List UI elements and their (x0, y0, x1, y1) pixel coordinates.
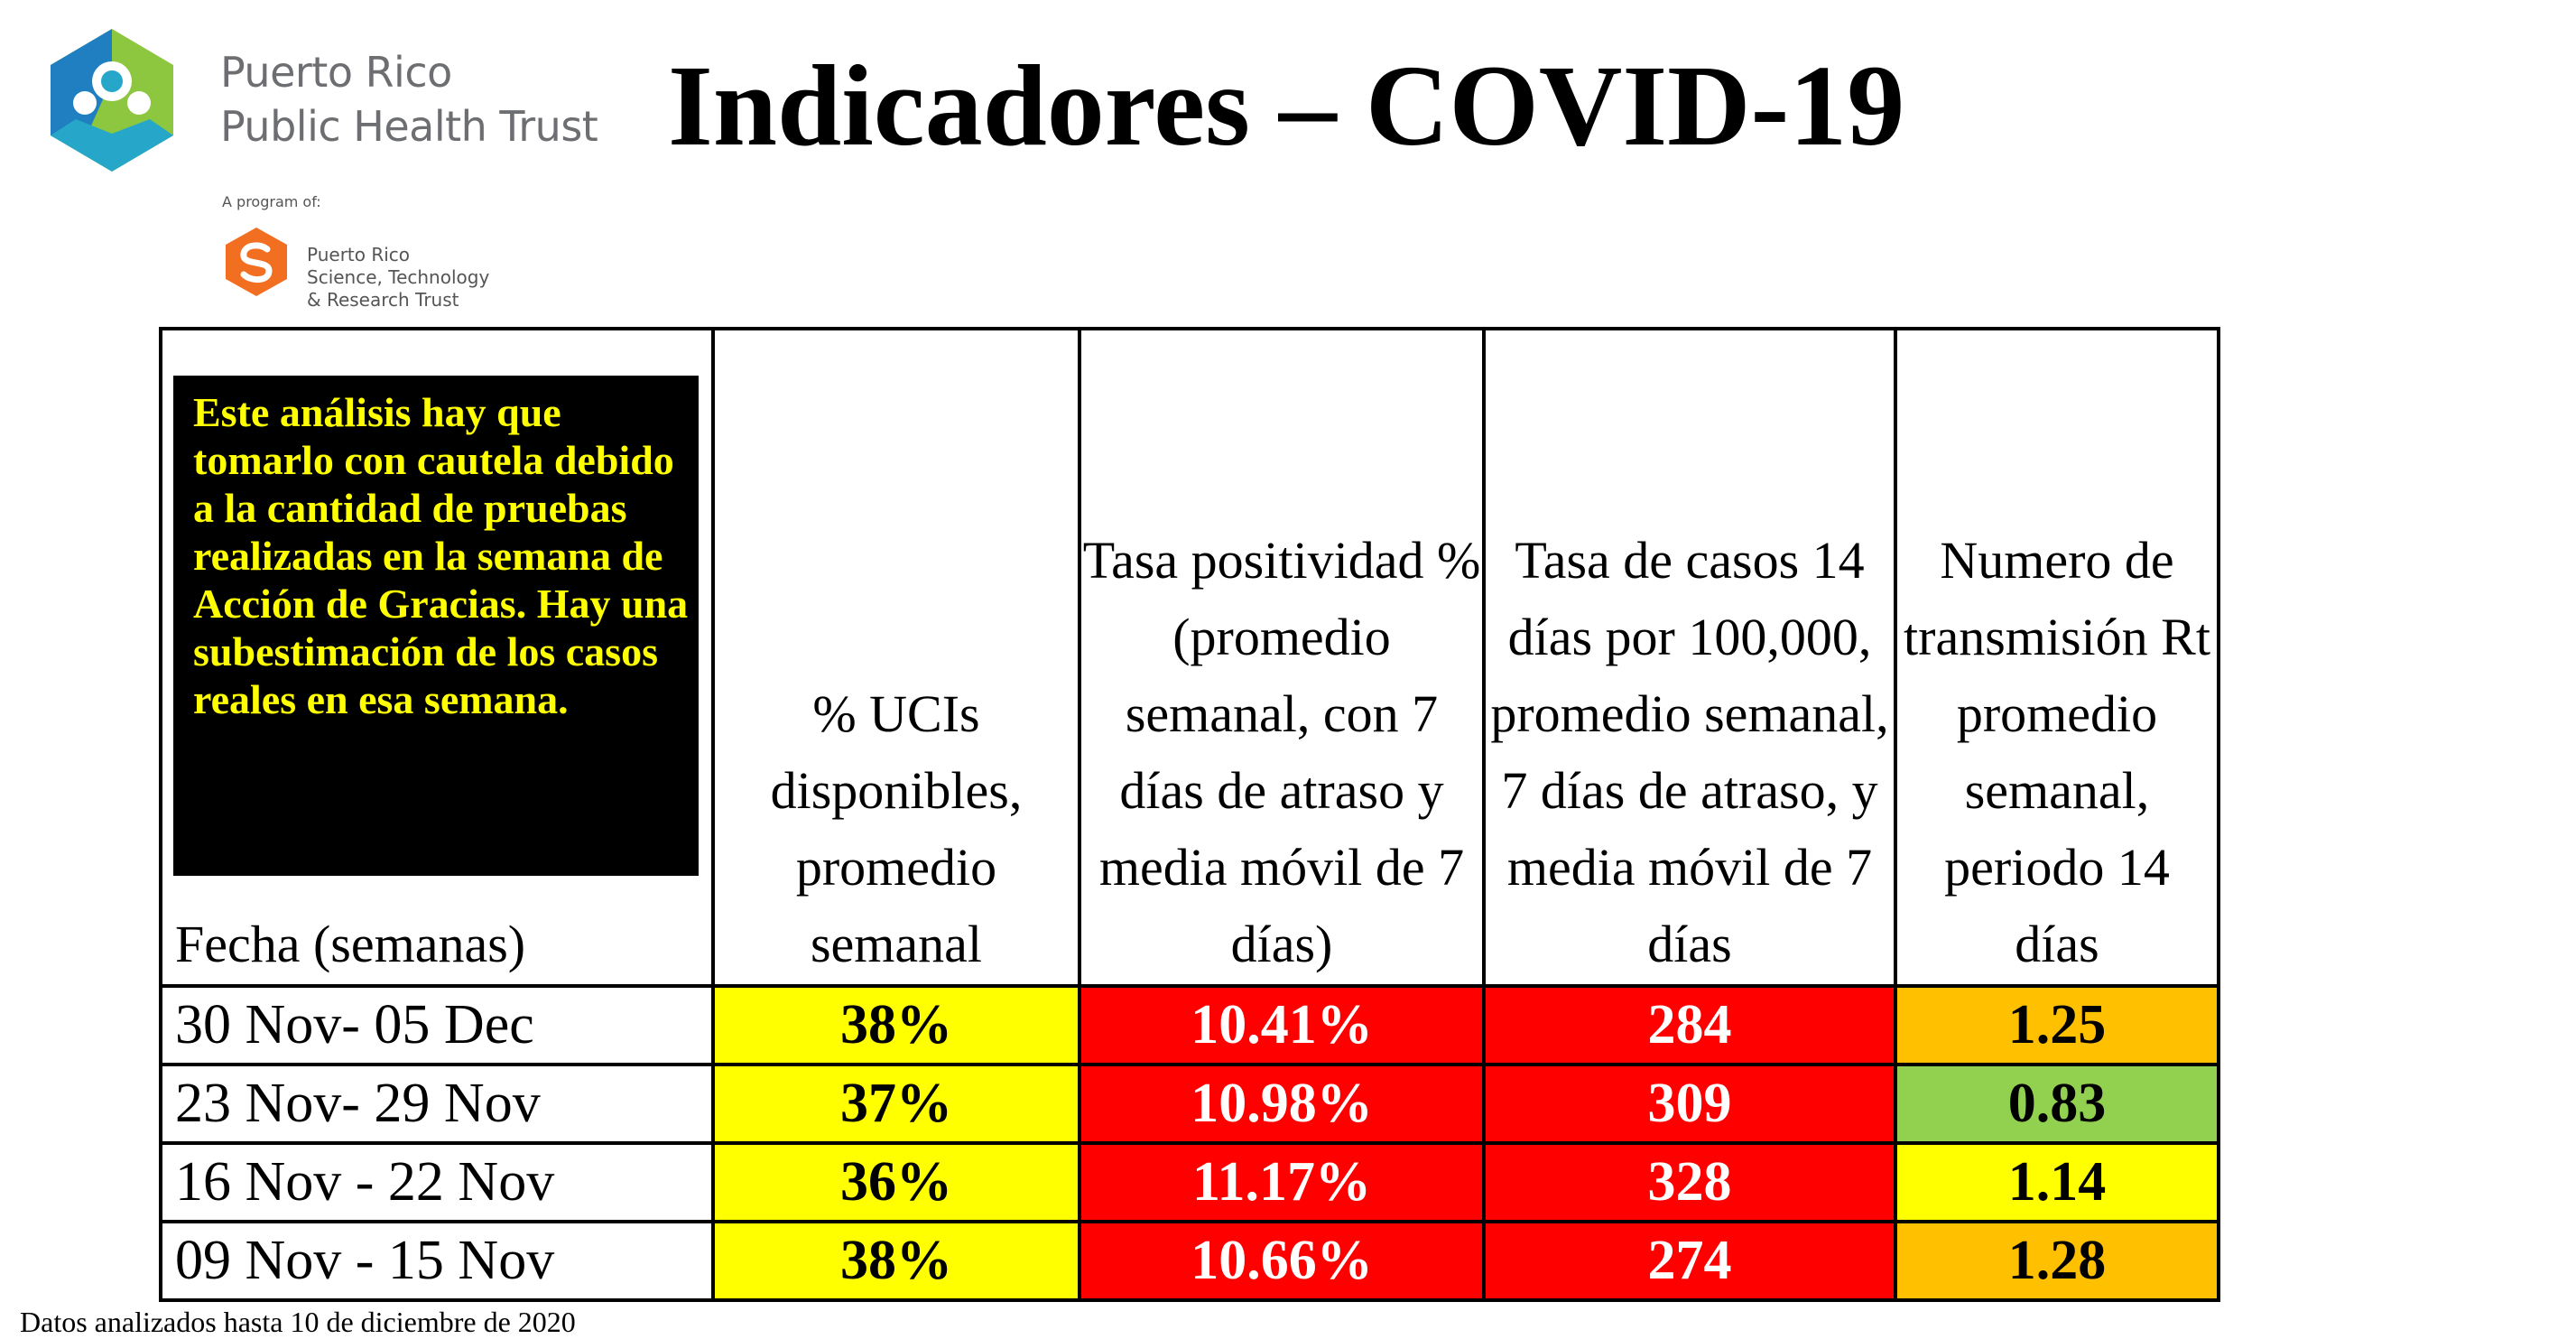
row-rt: 0.83 (1894, 1063, 2220, 1145)
header-casos: Tasa de casos 14 días por 100,000, prome… (1482, 327, 1897, 988)
header-positividad: Tasa positividad % (promedio semanal, co… (1078, 327, 1486, 988)
row-date: 30 Nov- 05 Dec (159, 984, 715, 1066)
sub-org-name: Puerto Rico Science, Technology & Resear… (307, 244, 489, 312)
org-name: Puerto Rico Public Health Trust (220, 45, 598, 153)
row-uci: 38% (711, 984, 1081, 1066)
row-uci: 36% (711, 1141, 1081, 1223)
table-header-row: Este análisis hay que tomarlo con cautel… (159, 327, 2220, 988)
page-title: Indicadores – COVID-19 (668, 42, 1905, 170)
row-positividad: 11.17% (1078, 1141, 1486, 1223)
row-rt: 1.25 (1894, 984, 2220, 1066)
row-casos: 274 (1482, 1220, 1897, 1302)
org-name-line2: Public Health Trust (220, 102, 598, 151)
sub-org-line1: Puerto Rico (307, 244, 411, 265)
row-rt: 1.14 (1894, 1141, 2220, 1223)
header-fecha: Fecha (semanas) (175, 915, 526, 973)
table-row: 09 Nov - 15 Nov 38% 10.66% 274 1.28 (159, 1220, 2220, 1302)
table-row: 16 Nov - 22 Nov 36% 11.17% 328 1.14 (159, 1141, 2220, 1223)
sub-org-line2: Science, Technology (307, 266, 490, 288)
header-uci: % UCIs disponibles, promedio semanal (711, 327, 1081, 988)
indicators-table: Este análisis hay que tomarlo con cautel… (159, 327, 2220, 1302)
pr-public-health-trust-logo-icon (51, 29, 173, 172)
table-row: 23 Nov- 29 Nov 37% 10.98% 309 0.83 (159, 1063, 2220, 1145)
row-casos: 284 (1482, 984, 1897, 1066)
row-positividad: 10.66% (1078, 1220, 1486, 1302)
row-date: 09 Nov - 15 Nov (159, 1220, 715, 1302)
footer-note: Datos analizados hasta 10 de diciembre d… (20, 1306, 576, 1338)
row-casos: 309 (1482, 1063, 1897, 1145)
row-uci: 38% (711, 1220, 1081, 1302)
header-fecha-cell: Este análisis hay que tomarlo con cautel… (159, 327, 715, 988)
row-positividad: 10.41% (1078, 984, 1486, 1066)
sub-org-line3: & Research Trust (307, 289, 459, 311)
row-casos: 328 (1482, 1141, 1897, 1223)
table-row: 30 Nov- 05 Dec 38% 10.41% 284 1.25 (159, 984, 2220, 1066)
org-name-line1: Puerto Rico (220, 48, 452, 97)
row-date: 16 Nov - 22 Nov (159, 1141, 715, 1223)
row-positividad: 10.98% (1078, 1063, 1486, 1145)
row-rt: 1.28 (1894, 1220, 2220, 1302)
prstrt-logo-icon (226, 228, 287, 296)
row-date: 23 Nov- 29 Nov (159, 1063, 715, 1145)
caution-note: Este análisis hay que tomarlo con cautel… (173, 376, 699, 876)
row-uci: 37% (711, 1063, 1081, 1145)
header-rt: Numero de transmisión Rt promedio semana… (1894, 327, 2220, 988)
program-of-label: A program of: (222, 193, 321, 210)
